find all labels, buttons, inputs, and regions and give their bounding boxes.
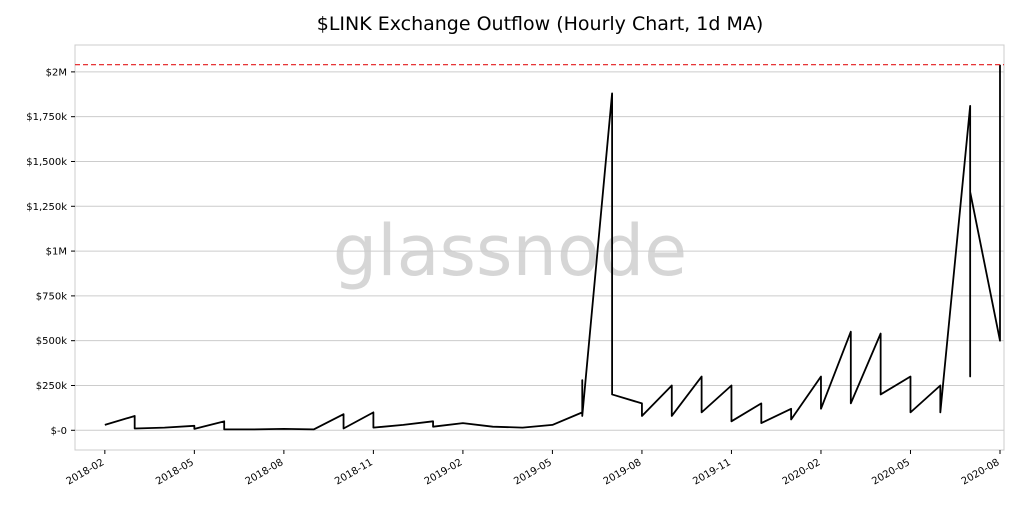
plot-frame [74,44,1005,451]
x-tick-label: 2018-11 [333,457,375,487]
x-tick-label: 2020-08 [960,457,1002,487]
x-tick-label: 2019-02 [423,457,465,487]
chart-title: $LINK Exchange Outflow (Hourly Chart, 1d… [317,13,764,35]
y-tick-label: $750k [36,291,67,302]
y-tick-label: $2M [46,67,67,78]
y-tick-label: $1,500k [26,157,67,168]
x-tick-label: 2020-05 [870,457,912,487]
y-tick-label: $1,750k [26,112,67,123]
y-tick-label: $250k [36,381,67,392]
y-tick-label: $-0 [51,426,67,437]
x-tick-label: 2018-02 [65,457,107,487]
y-tick-label: $1,250k [26,202,67,213]
x-tick-label: 2018-08 [244,457,286,487]
x-tick-label: 2019-08 [602,457,644,487]
x-tick-label: 2020-02 [781,457,823,487]
x-tick-label: 2019-11 [691,457,733,487]
x-tick-label: 2018-05 [154,457,196,487]
y-tick-label: $1M [46,247,67,258]
x-tick-label: 2019-05 [512,457,554,487]
data-line [104,64,1001,431]
y-tick-label: $500k [36,336,67,347]
